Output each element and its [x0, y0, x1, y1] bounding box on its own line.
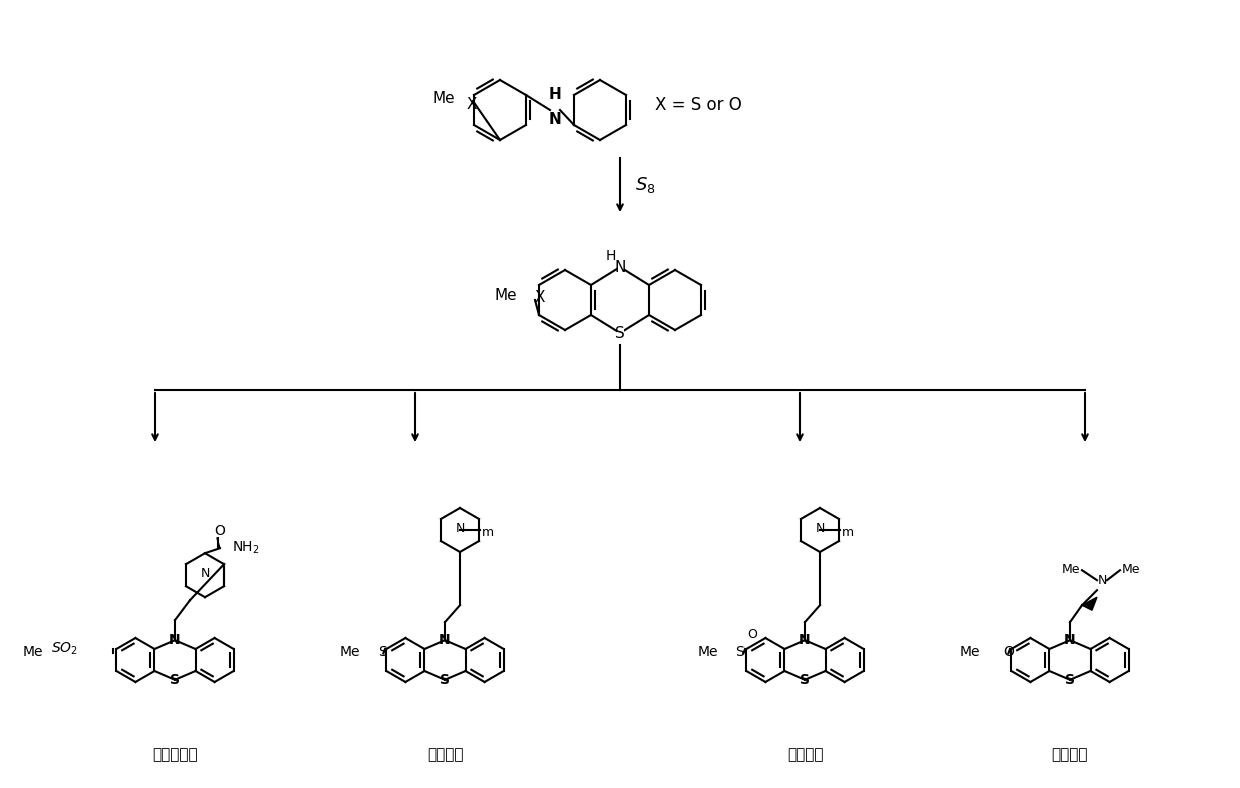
- Text: NH$_2$: NH$_2$: [232, 540, 259, 556]
- Text: Me: Me: [433, 91, 455, 106]
- Text: O: O: [215, 524, 226, 538]
- Text: 美托哌丙嗪: 美托哌丙嗪: [153, 748, 198, 763]
- Text: m: m: [482, 526, 494, 538]
- Text: X: X: [467, 96, 477, 111]
- Text: H: H: [548, 87, 562, 102]
- Polygon shape: [1083, 597, 1097, 610]
- Text: N: N: [1064, 634, 1076, 647]
- Text: $SO_2$: $SO_2$: [51, 641, 78, 657]
- Text: O: O: [746, 628, 756, 641]
- Text: X: X: [534, 289, 546, 304]
- Text: O: O: [1003, 645, 1014, 659]
- Text: Me: Me: [22, 645, 43, 659]
- Text: N: N: [455, 522, 465, 534]
- Text: S: S: [615, 325, 625, 340]
- Text: N: N: [439, 634, 451, 647]
- Text: S: S: [1065, 673, 1075, 687]
- Text: N: N: [614, 259, 626, 274]
- Text: S: S: [440, 673, 450, 687]
- Text: N: N: [1097, 574, 1106, 587]
- Text: N: N: [169, 634, 181, 647]
- Text: S: S: [170, 673, 180, 687]
- Text: S: S: [800, 673, 810, 687]
- Text: 甲硫哒嗪: 甲硫哒嗪: [427, 748, 464, 763]
- Text: m: m: [842, 526, 854, 538]
- Text: N: N: [800, 634, 811, 647]
- Text: S: S: [378, 645, 387, 659]
- Text: Me: Me: [1122, 563, 1141, 576]
- Text: Me: Me: [960, 645, 980, 659]
- Text: S: S: [735, 645, 744, 659]
- Text: $S_8$: $S_8$: [635, 175, 656, 195]
- Text: Me: Me: [1061, 563, 1080, 576]
- Text: X = S or O: X = S or O: [655, 96, 742, 114]
- Text: Me: Me: [340, 645, 360, 659]
- Text: H: H: [605, 249, 616, 263]
- Text: Me: Me: [697, 645, 718, 659]
- Text: 美索达嗪: 美索达嗪: [786, 748, 823, 763]
- Text: 左美丙嗪: 左美丙嗪: [1052, 748, 1089, 763]
- Text: N: N: [816, 522, 825, 534]
- Text: N: N: [548, 112, 562, 127]
- Text: Me: Me: [495, 288, 517, 303]
- Text: N: N: [201, 567, 210, 580]
